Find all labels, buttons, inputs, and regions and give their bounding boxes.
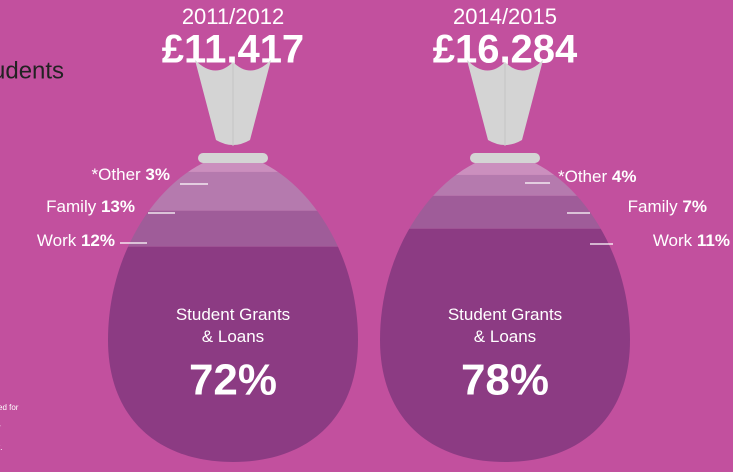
- segment-label: Work 12%: [37, 231, 115, 250]
- category: *Other: [558, 167, 607, 186]
- value-label: 11%: [697, 231, 730, 250]
- footnote: t.: [0, 443, 2, 452]
- value-label: 7%: [682, 197, 707, 216]
- bag-neck: [470, 153, 540, 163]
- segment-label: Family 13%: [46, 197, 135, 216]
- bag-body: [108, 163, 358, 462]
- category: Family: [46, 197, 97, 216]
- main-value: 78%: [461, 356, 549, 405]
- category: Work: [37, 231, 77, 250]
- main-value: 72%: [189, 356, 277, 405]
- value-label: 12%: [81, 231, 115, 250]
- footnote: r: [0, 423, 1, 432]
- segment: [108, 210, 358, 247]
- category: Work: [653, 231, 693, 250]
- value-label: 13%: [101, 197, 135, 216]
- segment-label: Family 7%: [628, 197, 707, 216]
- main-category: Student Grants & Loans: [447, 305, 563, 346]
- category: Family: [628, 197, 679, 216]
- segment: [108, 246, 358, 462]
- heading: udents: [0, 57, 64, 84]
- value-label: 4%: [612, 167, 637, 186]
- footnote: ed for: [0, 403, 19, 412]
- year: 2011/2012: [182, 4, 284, 29]
- segment: [380, 163, 630, 175]
- segment: [380, 195, 630, 229]
- value-label: 3%: [145, 165, 170, 184]
- segment: [108, 163, 358, 172]
- segment-label: *Other 4%: [558, 167, 636, 186]
- segment: [380, 228, 630, 462]
- category: *Other: [92, 165, 141, 184]
- bag-neck: [198, 153, 268, 163]
- main-category: Student Grants & Loans: [175, 305, 291, 346]
- year: 2014/2015: [453, 4, 557, 29]
- segment-label: *Other 3%: [92, 165, 170, 184]
- segment-label: Work 11%: [653, 231, 730, 250]
